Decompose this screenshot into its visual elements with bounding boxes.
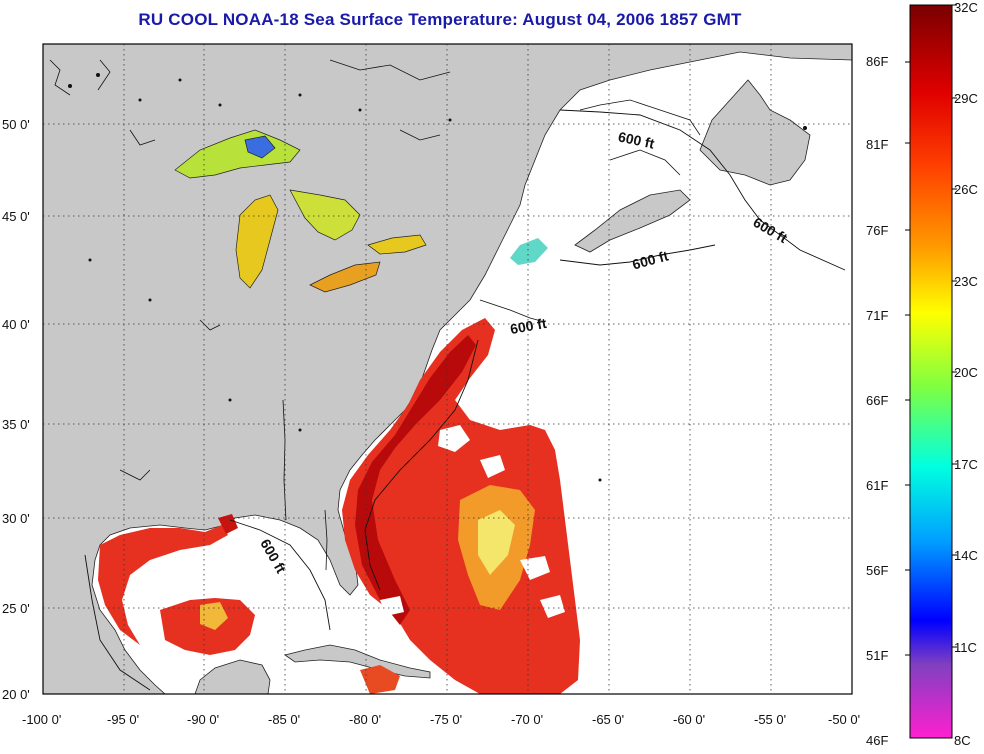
lon-tick-label: -80 0' <box>349 712 382 727</box>
colorbar-c-label: 20C <box>954 365 978 380</box>
lon-tick-label: -65 0' <box>592 712 625 727</box>
lat-tick-label: 35 0' <box>2 417 30 432</box>
lat-tick-label: 20 0' <box>2 687 30 702</box>
colorbar-c-label: 26C <box>954 182 978 197</box>
lake-ontario <box>367 234 427 255</box>
lake-erie <box>309 261 381 293</box>
gulf-yellow-patch <box>200 602 228 630</box>
lon-tick-label: -95 0' <box>107 712 140 727</box>
colorbar-f-label: 66F <box>866 393 889 408</box>
isobath-lines <box>84 109 846 691</box>
sargasso-cool-patch <box>478 510 515 575</box>
colorbar-c-label: 14C <box>954 548 978 563</box>
lon-tick-label: -50 0' <box>828 712 861 727</box>
lat-tick-label: 50 0' <box>2 117 30 132</box>
lon-tick-label: -90 0' <box>187 712 220 727</box>
gridlines <box>43 44 852 694</box>
north-america-land <box>43 44 852 694</box>
colorbar-f-label: 81F <box>866 137 889 152</box>
gulf-of-maine-sst <box>510 238 548 265</box>
colorbar-c-label: 23C <box>954 274 978 289</box>
gulf-of-mexico-sst <box>98 525 228 645</box>
lat-tick-label: 25 0' <box>2 601 30 616</box>
lon-tick-label: -75 0' <box>430 712 463 727</box>
colorbar-f-label: 51F <box>866 648 889 663</box>
colorbar-f-label: 61F <box>866 478 889 493</box>
lake-huron <box>289 189 361 241</box>
colorbar-f-label: 46F <box>866 733 889 748</box>
colorbar-f-label: 76F <box>866 223 889 238</box>
colorbar-f-label: 86F <box>866 54 889 69</box>
colorbar-c-label: 8C <box>954 733 971 748</box>
lon-tick-label: -70 0' <box>511 712 544 727</box>
map-title: RU COOL NOAA-18 Sea Surface Temperature:… <box>138 10 742 29</box>
gulf-stream-core <box>355 335 476 625</box>
great-lakes <box>174 129 427 293</box>
lon-tick-label: -55 0' <box>754 712 787 727</box>
small-features <box>68 73 807 482</box>
colorbar <box>909 4 953 739</box>
lat-tick-label: 40 0' <box>2 317 30 332</box>
colorbar-f-label: 71F <box>866 308 889 323</box>
colorbar-c-label: 11C <box>954 640 977 655</box>
lat-tick-label: 30 0' <box>2 511 30 526</box>
newfoundland-land <box>699 79 811 186</box>
lon-tick-label: -60 0' <box>673 712 706 727</box>
lat-tick-label: 45 0' <box>2 209 30 224</box>
colorbar-f-label: 56F <box>866 563 889 578</box>
lon-tick-label: -85 0' <box>268 712 301 727</box>
caribbean-sst <box>360 665 400 694</box>
lake-superior-cold <box>244 135 276 159</box>
colorbar-ticks <box>905 4 957 656</box>
lake-michigan <box>235 194 279 289</box>
colorbar-c-label: 29C <box>954 91 978 106</box>
colorbar-c-label: 32C <box>954 0 978 15</box>
loop-current-patch <box>218 514 238 534</box>
cloud-gaps <box>380 425 565 618</box>
map-frame <box>42 43 853 695</box>
colorbar-c-label: 17C <box>954 457 978 472</box>
yucatan-land <box>194 659 271 694</box>
cuba-land <box>284 644 431 679</box>
lon-tick-label: -100 0' <box>22 712 62 727</box>
